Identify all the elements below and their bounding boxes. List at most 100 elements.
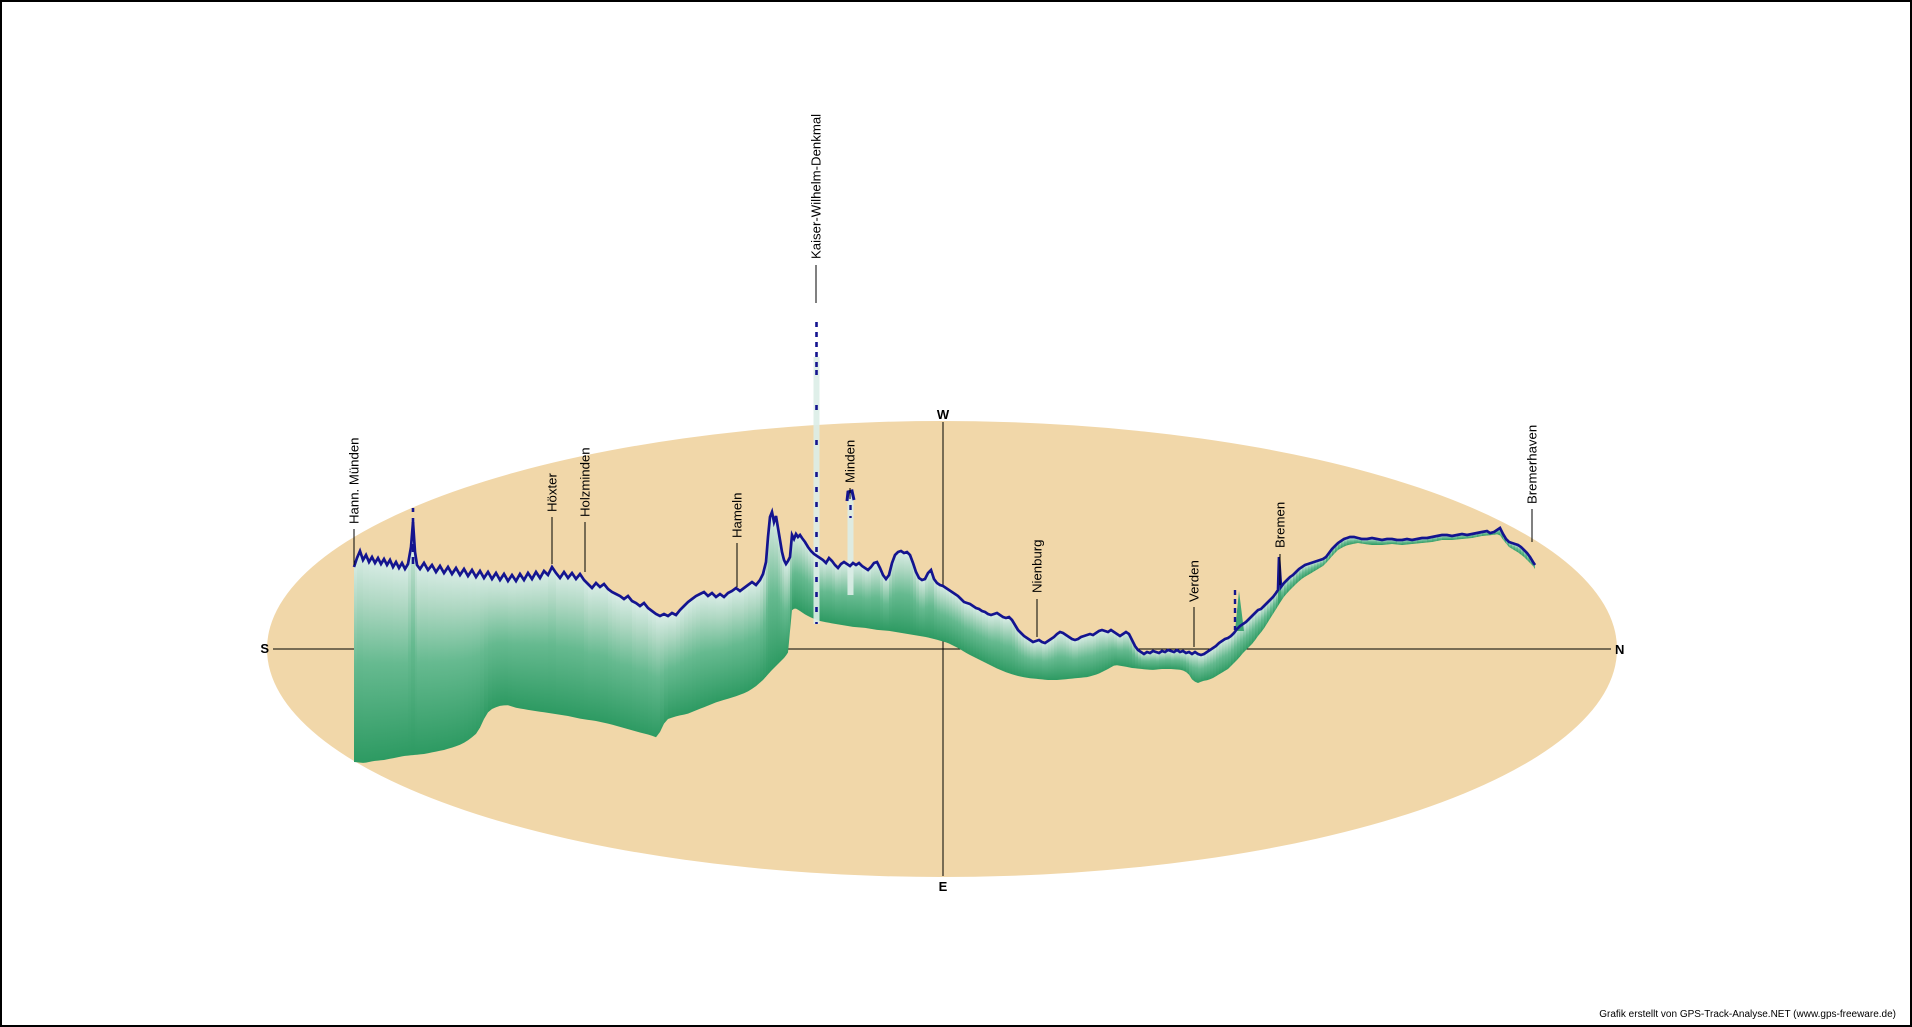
curtain-segment xyxy=(1090,634,1093,677)
curtain-segment xyxy=(644,603,648,735)
curtain-segment xyxy=(1180,651,1183,671)
curtain-segment xyxy=(922,579,925,637)
curtain-segment xyxy=(568,573,572,717)
curtain-segment xyxy=(472,570,476,738)
curtain-segment xyxy=(898,551,901,633)
curtain-segment xyxy=(931,570,934,639)
curtain-segment xyxy=(994,613,997,669)
curtain-segment xyxy=(696,594,700,711)
curtain-segment xyxy=(516,574,520,709)
curtain-segment xyxy=(1012,620,1015,676)
curtain-segment xyxy=(760,574,763,683)
curtain-segment xyxy=(792,535,794,611)
curtain-segment xyxy=(1159,651,1162,670)
curtain-segment xyxy=(832,561,835,624)
elevation-line xyxy=(352,507,1537,657)
curtain-segment xyxy=(1210,648,1213,680)
curtain-segment xyxy=(556,573,560,715)
curtain-segment xyxy=(604,584,608,724)
curtain-segment xyxy=(1105,631,1108,671)
curtain-segment xyxy=(488,572,492,713)
landmark-label: Bremerhaven xyxy=(1525,425,1540,504)
curtain-segment xyxy=(1114,632,1117,666)
curtain-segment xyxy=(786,561,788,656)
curtain-segment xyxy=(1126,632,1129,668)
curtain-segment xyxy=(1252,613,1255,644)
curtain-segment xyxy=(865,568,868,629)
curtain-segment xyxy=(778,528,780,664)
curtain-segment xyxy=(378,558,381,761)
curtain-segment xyxy=(596,583,600,722)
curtain-segment xyxy=(925,573,928,638)
curtain-segment xyxy=(766,537,768,677)
curtain-segment xyxy=(796,534,798,610)
curtain-segment xyxy=(390,560,393,759)
curtain-segment xyxy=(424,563,428,754)
curtain-segment xyxy=(774,516,776,668)
curtain-segment xyxy=(1051,637,1054,680)
curtain-segment xyxy=(794,534,796,609)
curtain-segment xyxy=(528,573,532,711)
curtain-segment xyxy=(1302,565,1305,579)
curtain-segment xyxy=(744,585,748,694)
curtain-segment xyxy=(1006,617,1009,674)
curtain-segment xyxy=(1317,560,1320,570)
curtain-segment xyxy=(580,574,584,720)
curtain-segment xyxy=(1198,654,1201,683)
curtain-segment xyxy=(1099,630,1102,674)
curtain-segment xyxy=(354,558,357,763)
curtain-segment xyxy=(540,571,544,713)
credit-text: Grafik erstellt von GPS-Track-Analyse.NE… xyxy=(1599,1009,1896,1020)
curtain-segment xyxy=(1144,652,1147,670)
curtain-segment xyxy=(988,614,991,666)
curtain-segment xyxy=(504,574,508,706)
curtain-segment xyxy=(1000,615,1003,671)
curtain-segment xyxy=(1174,650,1177,670)
curtain-segment xyxy=(1231,633,1234,666)
landmark-label: Hameln xyxy=(730,493,745,538)
curtain-segment xyxy=(919,578,922,637)
curtain-segment xyxy=(524,573,528,710)
curtain-segment xyxy=(895,552,898,633)
landmark-label: Verden xyxy=(1187,560,1202,602)
curtain-segment xyxy=(1033,641,1036,679)
curtain-segment xyxy=(808,547,811,618)
curtain-segment xyxy=(1039,640,1042,680)
curtain-segment xyxy=(964,602,967,654)
curtain-segment xyxy=(708,593,712,706)
curtain-segment xyxy=(399,563,402,757)
curtain-segment xyxy=(536,572,540,712)
curtain-segment xyxy=(564,572,568,716)
curtain-segment xyxy=(532,572,536,712)
curtain-segment xyxy=(1255,610,1258,641)
curtain-segment xyxy=(1290,575,1293,590)
curtain-segment xyxy=(1258,609,1261,636)
curtain-segment xyxy=(1183,651,1186,672)
curtain-segment xyxy=(440,566,444,751)
curtain-segment xyxy=(1009,617,1012,675)
curtain-segment xyxy=(576,574,580,719)
curtain-segment xyxy=(1240,624,1243,657)
curtain-segment xyxy=(492,573,496,709)
curtain-segment xyxy=(396,562,399,758)
curtain-segment xyxy=(901,551,904,634)
curtain-segment xyxy=(955,594,958,648)
curtain-segment xyxy=(782,552,784,660)
curtain-segment xyxy=(768,517,770,675)
curtain-segment xyxy=(688,599,692,714)
curtain-segment xyxy=(363,555,366,763)
curtain-segment xyxy=(823,560,826,623)
curtain-segment xyxy=(572,573,576,718)
curtain-segment xyxy=(357,551,360,763)
curtain-segment xyxy=(1042,642,1045,680)
curtain-segment xyxy=(943,586,946,643)
compass-label-east: E xyxy=(939,879,948,894)
curtain-segment xyxy=(1048,639,1051,680)
curtain-segment xyxy=(1308,563,1311,575)
curtain-segment xyxy=(544,571,548,713)
curtain-segment xyxy=(417,565,420,755)
curtain-segment xyxy=(704,592,708,708)
curtain-segment xyxy=(1314,561,1317,572)
curtain-segment xyxy=(1081,636,1084,678)
